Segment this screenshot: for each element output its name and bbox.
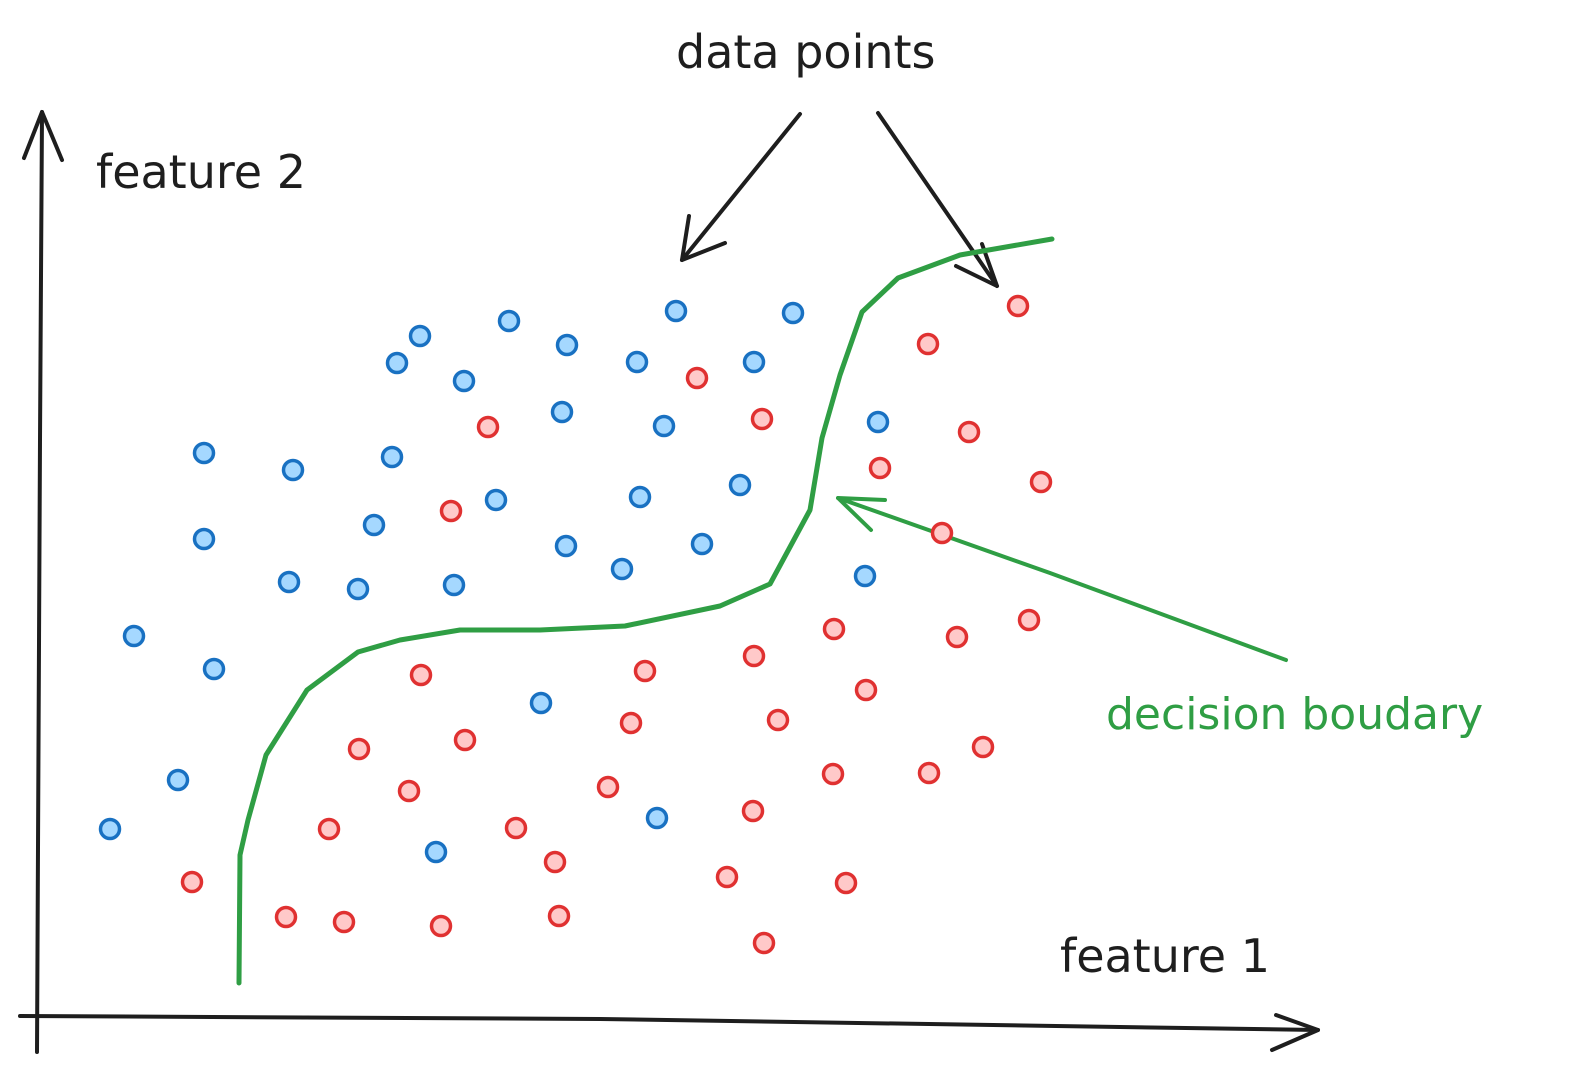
arrow-to-blue-cluster-head (680, 214, 727, 262)
axes (18, 110, 1320, 1054)
red-data-point (439, 499, 463, 523)
red-data-point (476, 415, 500, 439)
blue-data-point (277, 570, 301, 594)
decision-boundary-curve (236, 236, 1055, 986)
red-data-point (1006, 294, 1030, 318)
blue-data-point (554, 534, 578, 558)
red-data-point (930, 521, 954, 545)
arrow-to-red-point-head (954, 242, 999, 288)
red-data-point (957, 420, 981, 444)
data-points-arrows (680, 111, 999, 288)
red-data-point (274, 905, 298, 929)
data-points (98, 294, 1053, 955)
red-data-point (409, 663, 433, 687)
red-data-point (821, 762, 845, 786)
arrow-to-blue-cluster (680, 112, 802, 262)
blue-data-point (550, 400, 574, 424)
blue-data-point (781, 301, 805, 325)
blue-data-point (529, 691, 553, 715)
red-data-point (596, 775, 620, 799)
red-data-point (742, 644, 766, 668)
blue-data-point (385, 351, 409, 375)
x-axis-arrowhead (1270, 1013, 1320, 1052)
red-data-point (347, 737, 371, 761)
red-data-point (453, 728, 477, 752)
red-data-point (752, 931, 776, 955)
blue-data-point (346, 577, 370, 601)
blue-data-point (442, 573, 466, 597)
blue-data-point (484, 488, 508, 512)
red-data-point (397, 779, 421, 803)
red-data-point (619, 711, 643, 735)
blue-data-point (728, 473, 752, 497)
blue-data-point (610, 557, 634, 581)
blue-data-point (452, 369, 476, 393)
red-data-point (1017, 608, 1041, 632)
red-data-point (332, 910, 356, 934)
x-axis-line (18, 1014, 1320, 1032)
decision-boundary-arrow (836, 496, 1288, 662)
red-data-point (685, 366, 709, 390)
blue-data-point (122, 624, 146, 648)
y-axis-line (35, 110, 44, 1054)
red-data-point (504, 816, 528, 840)
blue-data-point (202, 657, 226, 681)
blue-data-point (628, 485, 652, 509)
red-data-point (547, 904, 571, 928)
blue-data-point (281, 458, 305, 482)
blue-data-point (866, 410, 890, 434)
red-data-point (916, 332, 940, 356)
red-data-point (1029, 470, 1053, 494)
red-data-point (822, 617, 846, 641)
blue-data-point (690, 532, 714, 556)
boundary-arrow-head (836, 496, 887, 532)
blue-data-point (742, 350, 766, 374)
blue-data-point (497, 309, 521, 333)
red-data-point (180, 870, 204, 894)
red-data-point (429, 914, 453, 938)
red-data-point (834, 871, 858, 895)
red-data-point (741, 799, 765, 823)
blue-data-point (408, 324, 432, 348)
blue-data-point (664, 299, 688, 323)
blue-data-point (380, 445, 404, 469)
arrow-to-red-point (876, 111, 999, 288)
decision-boundary-label: decision boudary (1106, 689, 1483, 740)
blue-data-point (645, 806, 669, 830)
blue-data-point (555, 333, 579, 357)
red-data-point (917, 761, 941, 785)
data-points-label: data points (676, 25, 936, 79)
red-data-point (945, 625, 969, 649)
blue-data-point (853, 564, 877, 588)
red-data-point (868, 456, 892, 480)
y-axis-arrowhead (22, 110, 64, 162)
blue-data-point (192, 441, 216, 465)
blue-data-point (98, 817, 122, 841)
blue-data-point (362, 513, 386, 537)
red-data-point (543, 850, 567, 874)
blue-data-point (166, 768, 190, 792)
red-data-point (854, 678, 878, 702)
red-data-point (750, 407, 774, 431)
boundary-arrow-shaft (836, 496, 1288, 662)
blue-data-point (652, 414, 676, 438)
red-data-point (971, 735, 995, 759)
y-axis-label: feature 2 (96, 145, 306, 199)
blue-data-point (192, 527, 216, 551)
blue-data-point (424, 840, 448, 864)
red-data-point (715, 865, 739, 889)
red-data-point (633, 659, 657, 683)
blue-data-point (625, 350, 649, 374)
red-data-point (766, 708, 790, 732)
x-axis-label: feature 1 (1060, 929, 1270, 983)
red-data-point (317, 817, 341, 841)
